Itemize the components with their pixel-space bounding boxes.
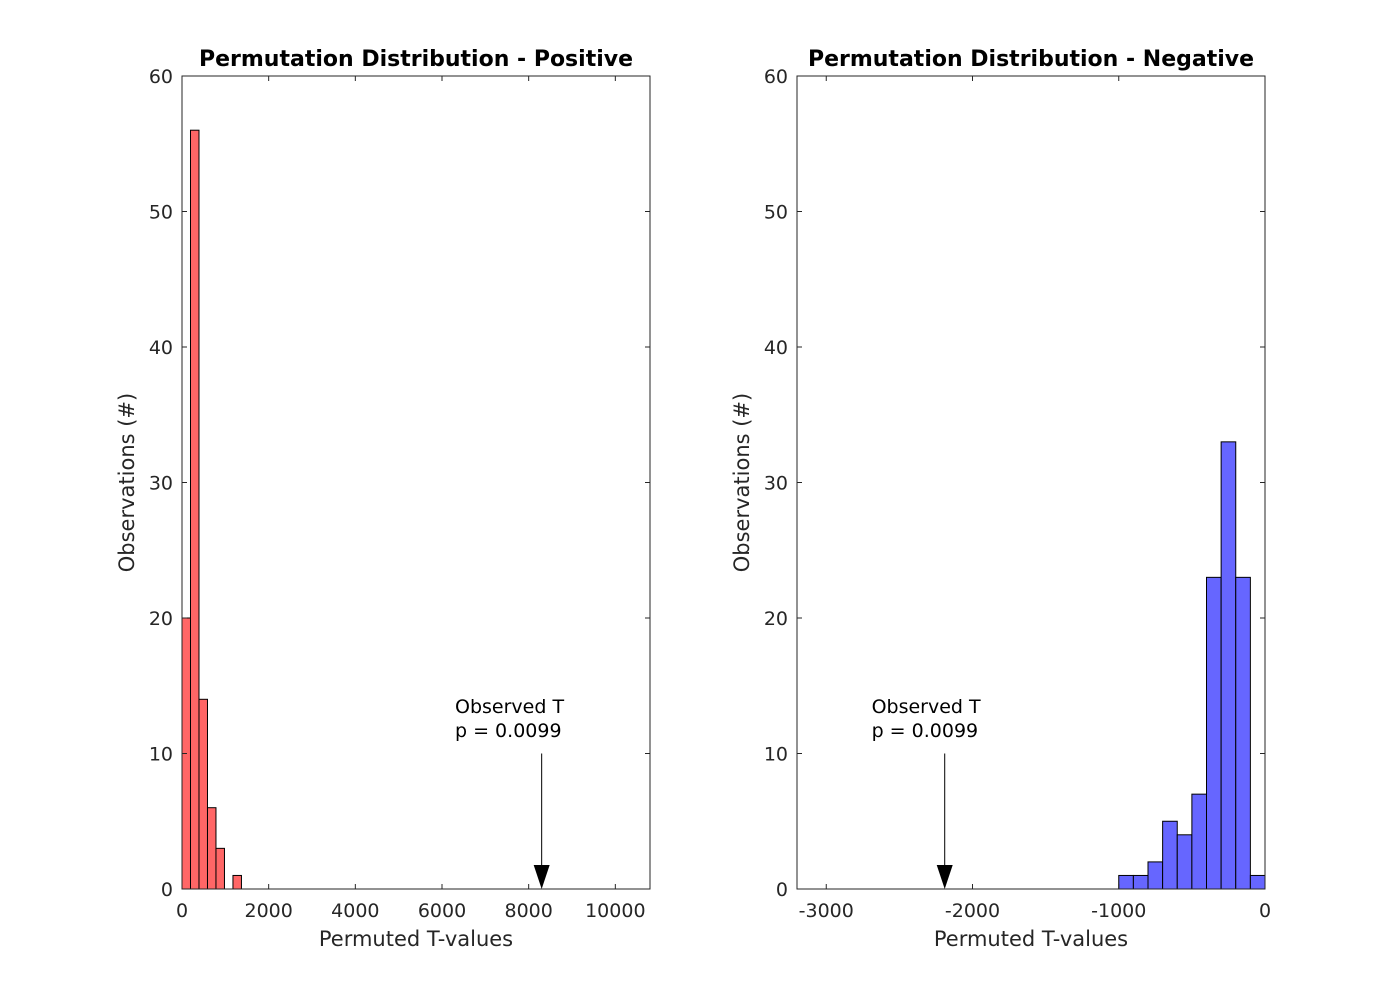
x-tick-label: 0 <box>176 900 188 922</box>
histogram-bar <box>232 874 242 890</box>
histogram-bar <box>1118 874 1134 890</box>
x-tick-label: 0 <box>1259 900 1271 922</box>
histogram-bar <box>1162 820 1178 890</box>
y-tick-label: 50 <box>764 202 788 224</box>
chart-negative: Permutation Distribution - Negative Perm… <box>730 47 1271 951</box>
y-tick-label: 0 <box>161 879 173 901</box>
y-tick-label: 20 <box>149 608 173 630</box>
annotation-p-value: p = 0.0099 <box>872 720 979 742</box>
x-axis-label: Permuted T-values <box>934 927 1128 951</box>
x-tick-label: 10000 <box>585 900 645 922</box>
histogram-bar <box>1132 874 1149 890</box>
x-tick-label: -2000 <box>945 900 1000 922</box>
histogram-bar <box>198 698 208 890</box>
histogram-bar <box>1206 576 1222 890</box>
histogram-bar <box>1220 441 1237 890</box>
annotation-label: Observed T <box>455 696 564 718</box>
y-tick-label: 60 <box>149 66 173 88</box>
y-tick-label: 40 <box>764 337 788 359</box>
chart-title: Permutation Distribution - Positive <box>199 47 633 72</box>
chart-positive: Permutation Distribution - Positive Perm… <box>115 47 651 951</box>
y-axis-label: Observations (#) <box>115 393 139 572</box>
histogram-bars <box>181 129 242 890</box>
annotation-arrow-head <box>936 865 953 889</box>
y-tick-label: 40 <box>149 337 173 359</box>
histogram-bar <box>189 129 200 890</box>
plot-frame <box>796 75 1266 890</box>
observed-annotation: Observed T p = 0.0099 <box>872 696 981 889</box>
histogram-bar <box>1147 861 1164 890</box>
plot-frame <box>181 75 651 890</box>
x-tick-label: 2000 <box>244 900 292 922</box>
axis-ticks: 0 2000 4000 6000 8000 10000 0 10 20 30 40 50 60 <box>149 66 650 922</box>
y-tick-label: 30 <box>764 473 788 495</box>
y-tick-label: 20 <box>764 608 788 630</box>
y-tick-label: 10 <box>149 744 173 766</box>
histogram-bar <box>215 847 225 890</box>
axis-ticks: -3000 -2000 -1000 0 0 10 20 30 40 50 60 <box>764 66 1271 922</box>
annotation-p-value: p = 0.0099 <box>455 720 562 742</box>
y-tick-label: 60 <box>764 66 788 88</box>
y-tick-label: 10 <box>764 744 788 766</box>
x-tick-label: 4000 <box>331 900 379 922</box>
y-tick-label: 0 <box>776 879 788 901</box>
annotation-label: Observed T <box>872 696 981 718</box>
x-tick-label: 6000 <box>418 900 466 922</box>
histogram-bar <box>206 807 217 890</box>
annotation-arrow-head <box>533 865 550 889</box>
chart-title: Permutation Distribution - Negative <box>808 47 1254 72</box>
histogram-bar <box>1176 834 1193 890</box>
histogram-bar <box>1191 793 1207 890</box>
histogram-bar <box>1235 576 1251 890</box>
x-tick-label: -3000 <box>799 900 854 922</box>
y-tick-label: 30 <box>149 473 173 495</box>
histogram-bar <box>1249 874 1266 890</box>
x-axis-label: Permuted T-values <box>319 927 513 951</box>
y-tick-label: 50 <box>149 202 173 224</box>
histogram-bars <box>1118 441 1266 890</box>
y-axis-label: Observations (#) <box>730 393 754 572</box>
x-tick-label: -1000 <box>1091 900 1146 922</box>
observed-annotation: Observed T p = 0.0099 <box>455 696 564 889</box>
x-tick-label: 8000 <box>504 900 552 922</box>
